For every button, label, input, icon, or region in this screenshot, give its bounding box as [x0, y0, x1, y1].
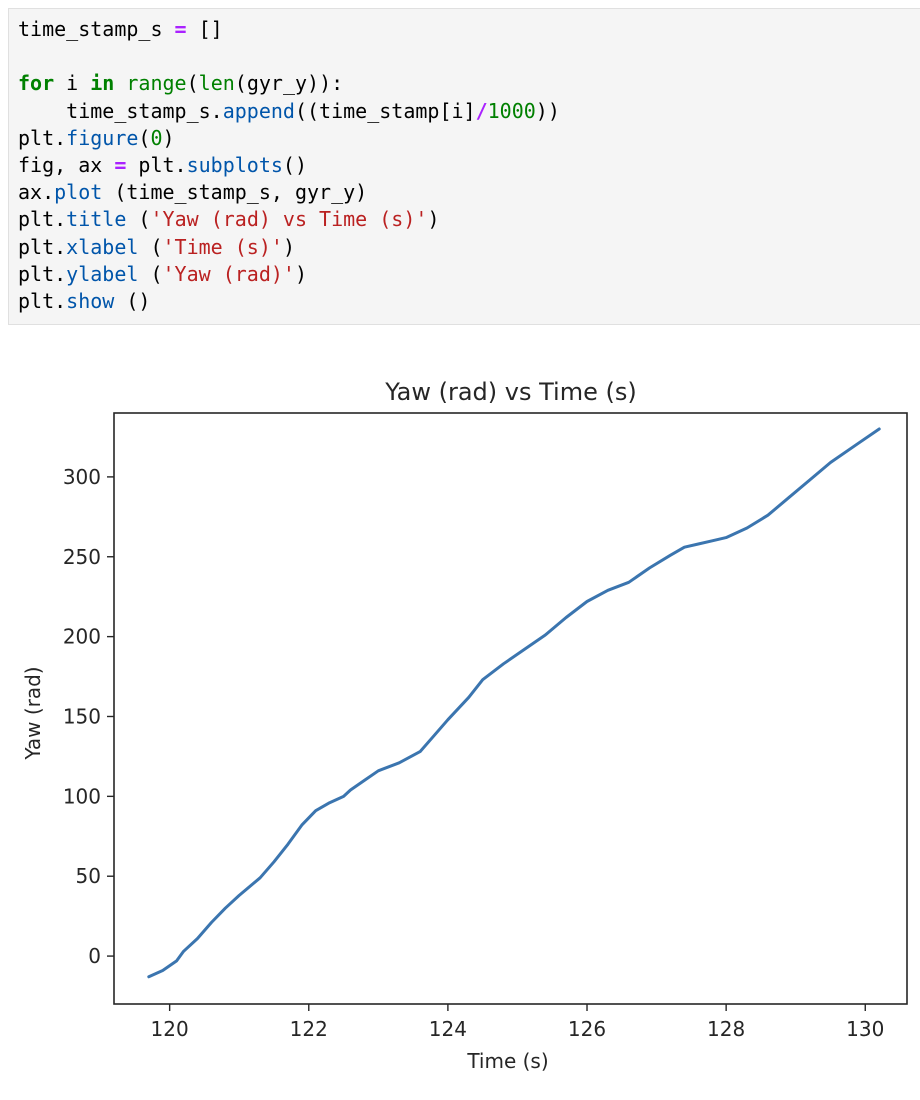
code-token: (time_stamp_s, gyr_y)	[102, 180, 368, 205]
code-line: for i in range(len(gyr_y)):	[18, 70, 560, 97]
plot-area	[147, 427, 881, 979]
code-token: xlabel	[66, 234, 139, 259]
code-line: plt.xlabel ('Time (s)')	[18, 234, 560, 261]
code-token: subplots	[186, 152, 283, 177]
code-token: )	[294, 261, 308, 286]
code-token: plt.	[18, 125, 67, 150]
code-token: ylabel	[66, 261, 139, 286]
code-line: time_stamp_s = []	[18, 16, 560, 43]
code-token: )	[282, 234, 295, 259]
code-line: time_stamp_s.append((time_stamp[i]/1000)…	[18, 98, 560, 125]
code-token: []	[186, 17, 223, 41]
code-token: show	[66, 288, 115, 313]
code-line: ax.plot (time_stamp_s, gyr_y)	[18, 179, 560, 206]
chart-title: Yaw (rad) vs Time (s)	[384, 378, 636, 406]
code-token: (	[138, 234, 163, 259]
clipped-text-glyphs	[312, 354, 417, 357]
series-line	[147, 427, 881, 979]
x-axis-ticks: 120 122 124 126 128 130	[151, 1004, 884, 1041]
x-tick-label: 120	[151, 1017, 189, 1041]
code-token: plt.	[18, 207, 67, 232]
code-token: )	[162, 125, 175, 150]
code-cell[interactable]: time_stamp_s = [] for i in range(len(gyr…	[8, 8, 920, 325]
code-token: (	[138, 261, 163, 286]
code-token: 'Yaw (rad)'	[162, 261, 295, 286]
x-tick-label: 124	[429, 1017, 467, 1041]
y-tick-label: 200	[63, 625, 101, 649]
y-tick-label: 100	[63, 784, 101, 808]
code-token: =	[114, 152, 127, 177]
code-token: ()	[114, 288, 151, 313]
code-token: fig, ax	[18, 152, 115, 177]
code-token: (gyr_y)):	[234, 71, 344, 96]
code-token: len	[198, 71, 235, 96]
truncated-output-text	[312, 348, 417, 357]
code-token: plot	[54, 180, 103, 205]
y-tick-label: 0	[88, 944, 101, 968]
code-token: title	[66, 207, 127, 232]
code-token: =	[174, 17, 187, 41]
code-token: 'Time (s)'	[162, 234, 283, 259]
code-token: range	[126, 71, 187, 96]
code-token: 0	[150, 125, 163, 150]
code-line: fig, ax = plt.subplots()	[18, 152, 560, 179]
code-token: plt.	[18, 261, 67, 286]
code-token: append	[222, 98, 295, 123]
code-token: plt.	[18, 234, 67, 259]
y-tick-label: 300	[63, 465, 101, 489]
x-tick-label: 126	[568, 1017, 606, 1041]
axes-frame	[113, 412, 908, 1005]
code-line: plt.title ('Yaw (rad) vs Time (s)')	[18, 206, 560, 233]
code-token: i	[54, 71, 91, 96]
code-line: plt.show ()	[18, 288, 560, 315]
code-token: ax.	[18, 180, 55, 205]
code-token: ))	[535, 98, 560, 123]
code-token: (	[138, 125, 151, 150]
code-line	[18, 43, 560, 70]
code-token: for	[18, 71, 55, 96]
code-token: time_stamp_s	[18, 17, 175, 41]
x-tick-label: 130	[846, 1017, 884, 1041]
y-tick-label: 250	[63, 545, 101, 569]
y-axis-label: Yaw (rad)	[21, 666, 45, 760]
code-token: ()	[282, 152, 308, 177]
code-token: (	[186, 71, 199, 96]
code-token	[114, 71, 126, 95]
code-token: (	[126, 207, 151, 232]
code-token: figure	[66, 125, 139, 150]
code-token: /	[475, 98, 488, 123]
x-tick-label: 122	[290, 1017, 328, 1041]
y-tick-label: 50	[76, 864, 101, 888]
x-tick-label: 128	[707, 1017, 745, 1041]
yaw-time-chart: Yaw (rad) vs Time (s) 120 122 124 126 128 130…	[21, 378, 908, 1073]
code-line: plt.ylabel ('Yaw (rad)')	[18, 261, 560, 288]
code-line: plt.figure(0)	[18, 125, 560, 152]
code-token: ((time_stamp[i]	[294, 98, 476, 123]
code-token: time_stamp_s.	[18, 98, 223, 123]
y-tick-label: 150	[63, 704, 101, 728]
code-editor[interactable]: time_stamp_s = [] for i in range(len(gyr…	[18, 16, 560, 315]
code-token: 'Yaw (rad) vs Time (s)'	[150, 207, 428, 232]
code-token: )	[427, 207, 440, 232]
code-token: plt.	[18, 288, 67, 313]
y-axis-ticks: 0 50 100 150 200 250 300	[63, 465, 114, 968]
x-axis-label: Time (s)	[466, 1049, 548, 1073]
code-token: 1000	[487, 98, 536, 123]
code-token: in	[90, 71, 115, 96]
code-token: plt.	[126, 152, 187, 177]
